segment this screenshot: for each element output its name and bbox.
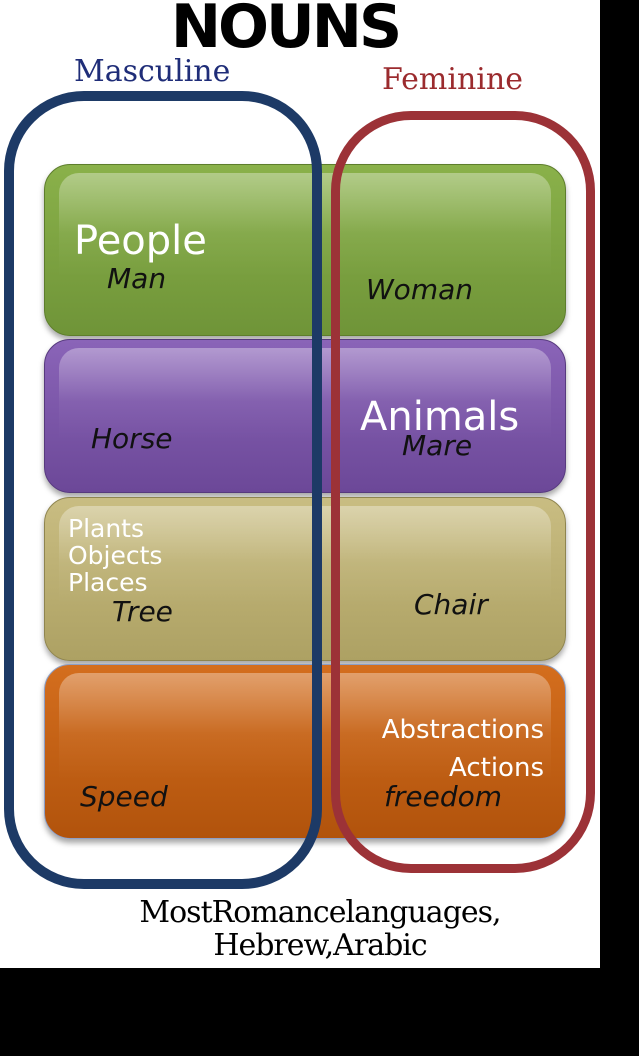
example-chair: Chair — [414, 588, 488, 621]
people-bar — [44, 164, 566, 336]
animals-bar — [44, 339, 566, 493]
abstractions-bar — [44, 664, 566, 839]
category-people: People — [74, 218, 207, 264]
category-objects: Objects — [68, 541, 163, 570]
category-animals: Animals — [360, 394, 520, 440]
example-tree: Tree — [112, 595, 173, 628]
diagram-canvas: NOUNS Masculine Feminine People Animals … — [0, 0, 600, 968]
footer-line-languages: MostRomancelanguages, — [139, 895, 501, 930]
example-mare: Mare — [402, 429, 473, 462]
diagram-title: NOUNS — [170, 0, 402, 62]
category-abstractions: Abstractions — [381, 715, 544, 745]
example-woman: Woman — [366, 273, 473, 306]
example-speed: Speed — [80, 780, 168, 813]
example-man: Man — [107, 262, 167, 295]
category-abstractions-actions: Abstractions Actions — [352, 711, 544, 787]
footer-line-hebrew-arabic: Hebrew,Arabic — [213, 928, 427, 963]
footer-note: MostRomancelanguages, Hebrew,Arabic — [60, 896, 580, 962]
category-plants-objects-places: Plants Objects Places — [68, 515, 162, 596]
masculine-group-outline — [4, 91, 322, 889]
masculine-label: Masculine — [74, 54, 231, 89]
feminine-label: Feminine — [382, 62, 523, 97]
category-actions: Actions — [449, 753, 544, 783]
plants-bar — [44, 497, 566, 661]
category-plants: Plants — [68, 514, 145, 543]
category-places: Places — [68, 568, 148, 597]
feminine-group-outline — [331, 111, 595, 873]
example-horse: Horse — [91, 422, 173, 455]
